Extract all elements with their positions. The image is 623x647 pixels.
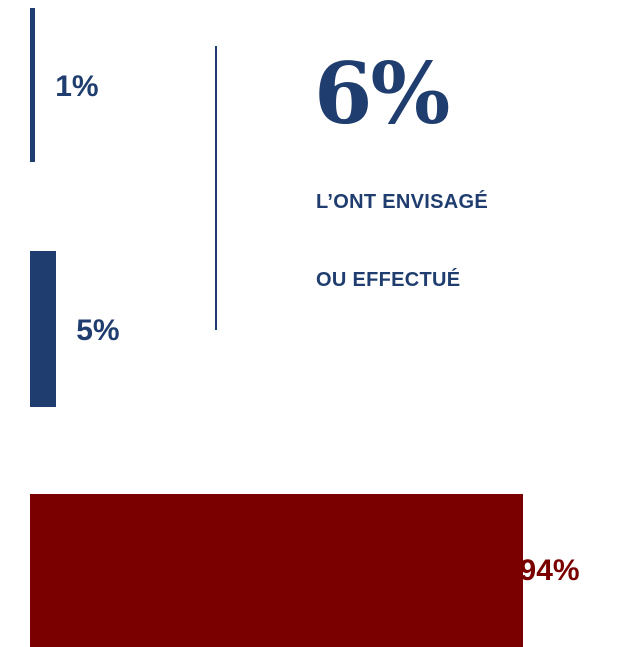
bar-2	[30, 251, 57, 407]
bar-2-label: 5%	[76, 314, 120, 347]
headline-value: 6%	[314, 44, 450, 143]
bar-3	[30, 494, 523, 647]
headline-caption-line-1: L’ONT ENVISAGÉ	[316, 191, 489, 213]
bar-1	[30, 8, 36, 162]
bar-3-label: 94%	[519, 554, 580, 587]
headline-caption-line-2: OU EFFECTUÉ	[316, 269, 461, 291]
divider-line	[215, 46, 217, 330]
bar-1-label: 1%	[55, 70, 99, 103]
